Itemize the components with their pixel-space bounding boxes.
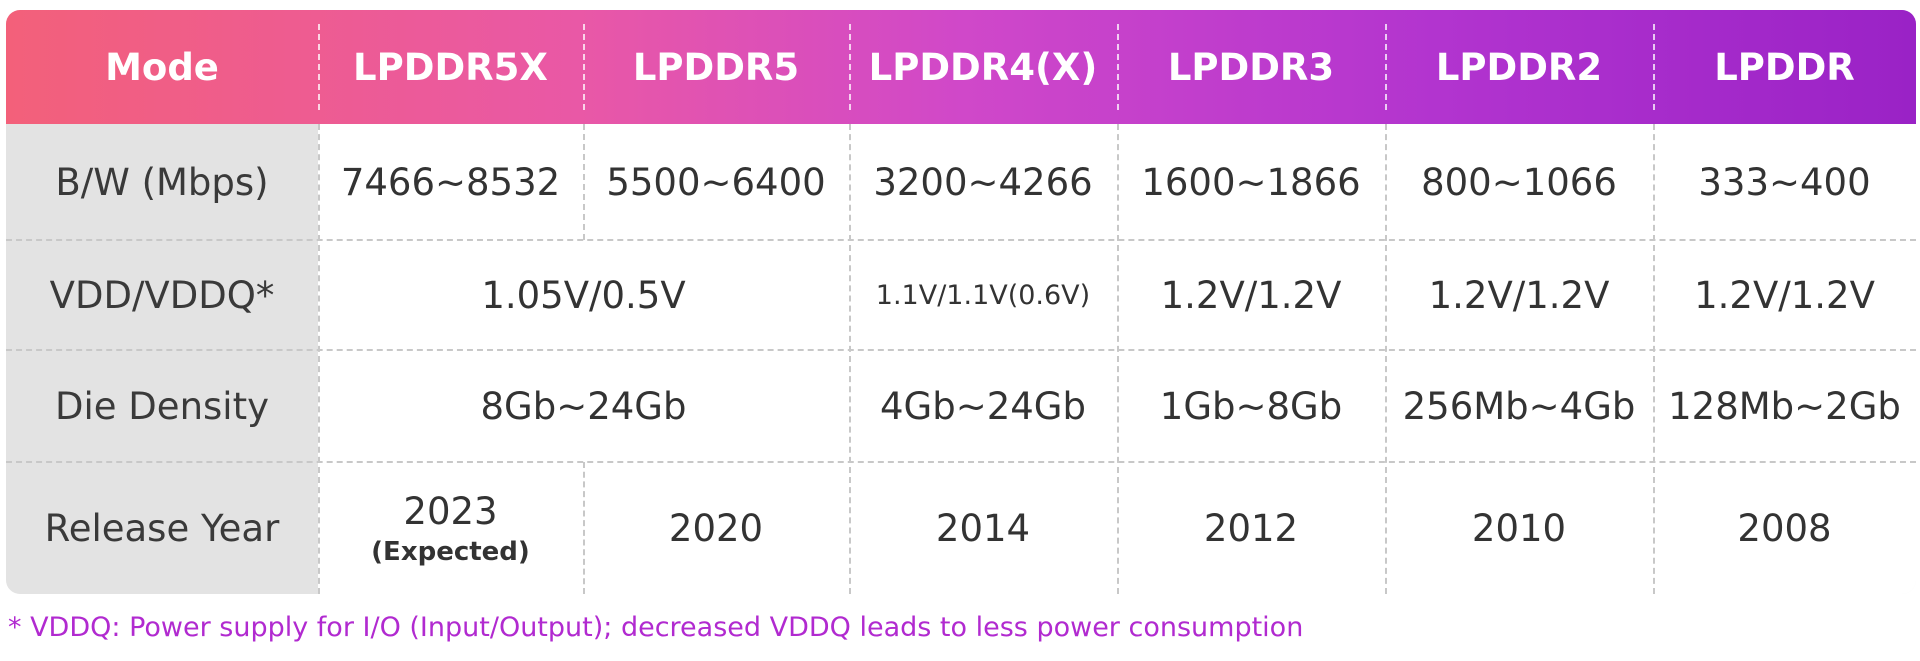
- cell-vdd-lpddr: 1.2V/1.2V: [1653, 240, 1916, 350]
- cell-bw-lpddr5: 5500~6400: [583, 124, 849, 240]
- column-divider: [1385, 124, 1387, 594]
- cell-year-lpddr4x: 2014: [849, 462, 1117, 594]
- cell-bw-lpddr3: 1600~1866: [1117, 124, 1385, 240]
- header-lpddr2: LPDDR2: [1435, 45, 1603, 89]
- header-lpddr5: LPDDR5: [632, 45, 800, 89]
- column-divider: [1653, 124, 1655, 594]
- table-header: Mode LPDDR5X LPDDR5 LPDDR4(X) LPDDR3 LPD…: [6, 10, 1916, 124]
- cell-vdd-lpddr5-group: 1.05V/0.5V: [318, 240, 849, 350]
- column-divider: [583, 124, 585, 240]
- cell-vdd-lpddr3: 1.2V/1.2V: [1117, 240, 1385, 350]
- column-divider: [849, 124, 851, 594]
- lpddr-comparison-table: Mode LPDDR5X LPDDR5 LPDDR4(X) LPDDR3 LPD…: [6, 10, 1916, 594]
- column-divider: [583, 462, 585, 594]
- cell-year-lpddr2: 2010: [1385, 462, 1653, 594]
- header-divider: [849, 24, 851, 110]
- cell-bw-lpddr4x: 3200~4266: [849, 124, 1117, 240]
- vddq-footnote: * VDDQ: Power supply for I/O (Input/Outp…: [8, 612, 1304, 643]
- cell-bw-lpddr2: 800~1066: [1385, 124, 1653, 240]
- column-divider: [1117, 124, 1119, 594]
- header-mode: Mode: [105, 45, 219, 89]
- header-divider: [583, 24, 585, 110]
- header-divider: [1385, 24, 1387, 110]
- header-divider: [1117, 24, 1119, 110]
- cell-year-lpddr3: 2012: [1117, 462, 1385, 594]
- header-lpddr: LPDDR: [1714, 45, 1855, 89]
- row-divider: [6, 239, 1916, 241]
- cell-density-lpddr2: 256Mb~4Gb: [1385, 350, 1653, 462]
- row-divider: [6, 461, 1916, 463]
- cell-year-lpddr5x: 2023 (Expected): [318, 462, 583, 594]
- cell-density-lpddr5-group: 8Gb~24Gb: [318, 350, 849, 462]
- header-lpddr5x: LPDDR5X: [353, 45, 548, 89]
- cell-density-lpddr4x: 4Gb~24Gb: [849, 350, 1117, 462]
- column-divider: [318, 124, 320, 594]
- row-divider: [6, 349, 1916, 351]
- cell-vdd-lpddr4x: 1.1V/1.1V(0.6V): [849, 240, 1117, 350]
- cell-year-lpddr: 2008: [1653, 462, 1916, 594]
- cell-density-lpddr: 128Mb~2Gb: [1653, 350, 1916, 462]
- cell-vdd-lpddr2: 1.2V/1.2V: [1385, 240, 1653, 350]
- cell-year-lpddr5: 2020: [583, 462, 849, 594]
- row-label-vdd: VDD/VDDQ*: [6, 240, 318, 350]
- year-value: 2023: [403, 489, 498, 533]
- expected-note: (Expected): [371, 536, 530, 567]
- row-label-release-year: Release Year: [6, 462, 318, 594]
- row-label-die-density: Die Density: [6, 350, 318, 462]
- header-lpddr4x: LPDDR4(X): [868, 45, 1098, 89]
- cell-bw-lpddr: 333~400: [1653, 124, 1916, 240]
- header-divider: [1653, 24, 1655, 110]
- header-divider: [318, 24, 320, 110]
- cell-bw-lpddr5x: 7466~8532: [318, 124, 583, 240]
- header-lpddr3: LPDDR3: [1167, 45, 1335, 89]
- cell-density-lpddr3: 1Gb~8Gb: [1117, 350, 1385, 462]
- row-label-bandwidth: B/W (Mbps): [6, 124, 318, 240]
